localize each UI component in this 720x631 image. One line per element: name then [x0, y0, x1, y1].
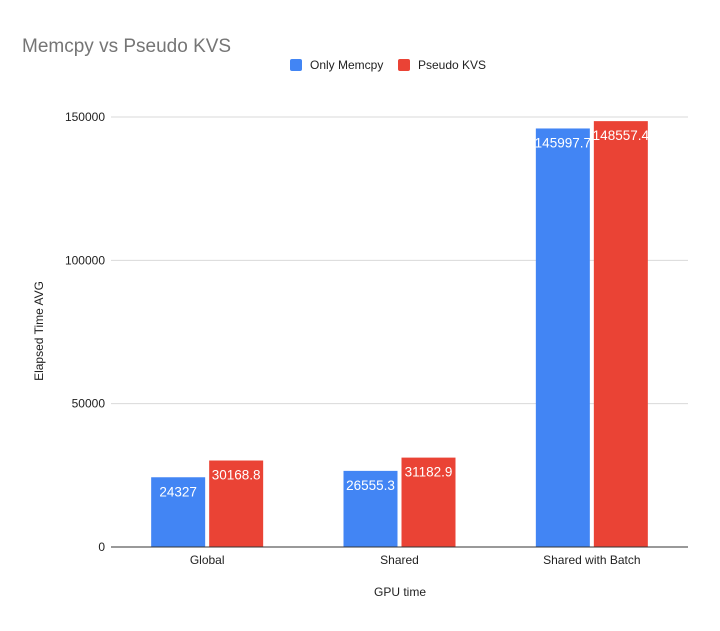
x-tick-label: Shared with Batch [543, 553, 640, 567]
chart-title: Memcpy vs Pseudo KVS [22, 36, 231, 57]
x-tick-label: Global [190, 553, 225, 567]
data-label: 145997.7 [535, 135, 591, 150]
bar [535, 128, 590, 547]
x-axis-label: GPU time [374, 585, 426, 599]
x-axis-ticks: Global Shared Shared with Batch [190, 553, 641, 567]
bar [151, 477, 206, 547]
bar [209, 460, 264, 547]
legend-swatch [398, 59, 410, 71]
bar [401, 457, 456, 547]
y-axis-label: Elapsed Time AVG [32, 281, 46, 381]
y-axis-ticks: 0 50000 100000 150000 [65, 110, 105, 554]
y-tick-label: 50000 [72, 397, 106, 411]
legend-label: Pseudo KVS [418, 58, 486, 72]
data-label: 30168.8 [212, 468, 261, 483]
data-label: 31182.9 [405, 465, 453, 480]
gridlines [111, 116, 688, 405]
bar [343, 470, 398, 547]
data-label: 24327 [159, 484, 197, 499]
y-tick-label: 100000 [65, 253, 105, 267]
y-tick-label: 150000 [65, 110, 105, 124]
bars: 24327 30168.8 26555.3 31182.9 145997.7 148557… [111, 121, 688, 548]
data-label: 148557.4 [593, 128, 650, 143]
legend: Only Memcpy Pseudo KVS [290, 58, 486, 72]
legend-label: Only Memcpy [310, 58, 383, 72]
x-tick-label: Shared [380, 553, 419, 567]
bar [593, 121, 648, 548]
legend-swatch [290, 59, 302, 71]
y-tick-label: 0 [98, 540, 105, 554]
data-label: 26555.3 [346, 478, 395, 493]
